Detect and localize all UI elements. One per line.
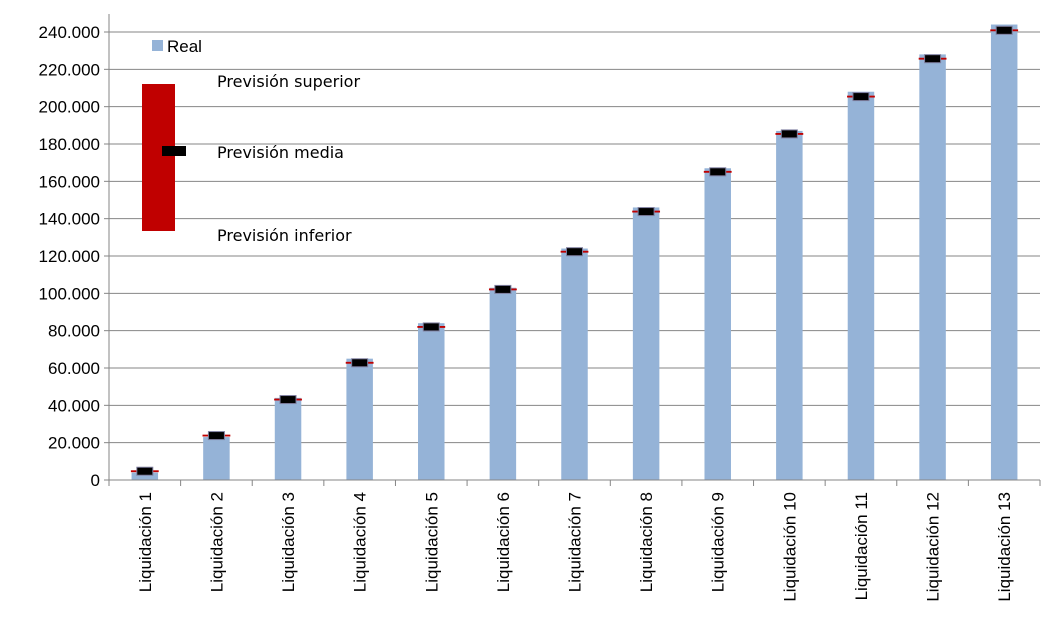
forecast-marker: [494, 284, 512, 294]
legend-swatch-real: [152, 40, 163, 51]
x-tick-label: Liquidación 10: [780, 492, 799, 602]
bar-real: [203, 437, 230, 480]
bar-real: [131, 472, 159, 480]
forecast-marker: [924, 54, 942, 64]
y-tick-label: 80.000: [48, 322, 100, 341]
bar-real: [274, 397, 302, 480]
bar-real: [346, 358, 373, 480]
y-tick-label: 120.000: [39, 247, 100, 266]
y-tick-label: 0: [91, 471, 100, 490]
forecast-marker: [566, 247, 583, 257]
bar-real: [489, 287, 517, 480]
x-tick-label: Liquidación 12: [924, 492, 943, 602]
key-forecast-band: [142, 84, 175, 231]
bar-real: [847, 91, 875, 480]
y-tick-label: 20.000: [48, 434, 100, 453]
y-tick-label: 140.000: [39, 210, 100, 229]
bar-real: [776, 130, 803, 480]
bar-real: [418, 323, 445, 480]
y-tick-label: 220.000: [39, 60, 100, 79]
x-tick-label: Liquidación 9: [709, 492, 728, 592]
x-tick-label: Liquidación 4: [351, 492, 370, 592]
forecast-marker: [852, 92, 870, 102]
x-tick-label: Liquidación 7: [566, 492, 585, 592]
legend: Real: [152, 37, 202, 56]
x-tick-label: Liquidación 8: [637, 492, 656, 592]
bar-real: [561, 248, 588, 480]
y-tick-label: 60.000: [48, 359, 100, 378]
bar-real: [919, 54, 946, 481]
key-label-mid: Previsión media: [217, 143, 344, 162]
y-tick-label: 160.000: [39, 172, 100, 191]
bar-real: [632, 207, 660, 480]
forecast-marker: [637, 207, 655, 217]
x-tick-label: Liquidación 13: [995, 492, 1014, 602]
forecast-marker: [780, 129, 798, 139]
forecast-marker: [709, 167, 727, 177]
x-tick-label: Liquidación 3: [279, 492, 298, 592]
bar-real: [704, 168, 731, 480]
y-tick-labels: 0 20.000 40.000 60.000 80.000 100.000 120.000 1…: [39, 23, 100, 490]
forecast-marker: [279, 395, 297, 405]
forecast-marker: [207, 431, 225, 441]
forecast-marker: [422, 322, 440, 332]
legend-label-real: Real: [167, 37, 202, 56]
key-label-upper: Previsión superior: [217, 72, 360, 91]
forecast-key: Previsión superior Previsión media Previ…: [142, 72, 360, 245]
y-tick-label: 180.000: [39, 135, 100, 154]
x-tick-label: Liquidación 11: [852, 492, 871, 600]
y-tick-label: 200.000: [39, 98, 100, 117]
x-tick-label: Liquidación 2: [207, 492, 226, 592]
bars: [131, 24, 1018, 481]
x-tick-label: Liquidación 5: [422, 492, 441, 592]
bar-real: [990, 24, 1018, 481]
y-tick-label: 100.000: [39, 284, 100, 303]
forecast-marker: [995, 25, 1013, 35]
forecast-marker: [351, 358, 369, 368]
y-tick-label: 240.000: [39, 23, 100, 42]
forecast-markers: [136, 25, 1013, 476]
x-tick-labels: Liquidación 1 Liquidación 2 Liquidación 3 L…: [136, 492, 1014, 602]
axes: [104, 14, 1041, 486]
y-tick-label: 40.000: [48, 396, 100, 415]
key-label-lower: Previsión inferior: [217, 226, 352, 245]
key-forecast-marker: [162, 146, 186, 156]
forecast-marker: [136, 466, 154, 476]
x-tick-label: Liquidación 1: [136, 492, 155, 592]
x-tick-label: Liquidación 6: [494, 492, 513, 592]
